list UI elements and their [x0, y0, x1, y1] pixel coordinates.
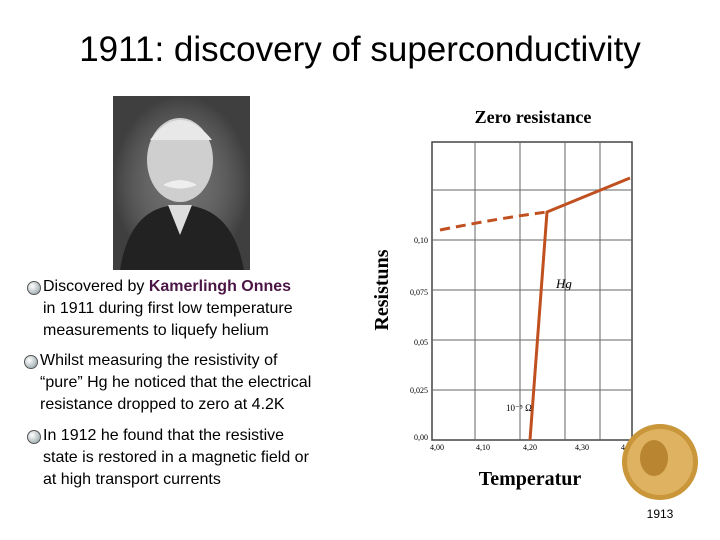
bullet-text: Discovered by [43, 278, 145, 295]
bullet-line: measurements to liquefy helium [43, 322, 269, 339]
highlight-name: Kamerlingh Onnes [148, 278, 292, 295]
bullet-line: at high transport currents [43, 471, 221, 488]
bullet-icon [27, 281, 41, 295]
y-tick-label: 0,05 [414, 338, 428, 347]
bullet-line: state is restored in a magnetic field or [43, 449, 309, 466]
y-tick-label: 0,025 [410, 386, 428, 395]
portrait [113, 96, 250, 270]
x-tick-label: 4,20 [523, 443, 537, 452]
bullet-line: In 1912 he found that the resistive [43, 427, 285, 444]
plot: Zero resistance Resistuns Temperatur Hg … [371, 107, 635, 490]
medal-year: 1913 [647, 507, 674, 521]
y-tick-label: 0,10 [414, 236, 428, 245]
bullet-line: resistance dropped to zero at 4.2K [40, 396, 285, 413]
x-tick-label: 4,00 [430, 443, 444, 452]
bullet-line: Discovered by Kamerlingh Onnes [43, 276, 291, 298]
bullet-line: in 1911 during first low temperature [43, 300, 293, 317]
x-label: Temperatur [479, 468, 582, 490]
bullet-icon [27, 430, 41, 444]
bullet-line: Whilst measuring the resistivity of [40, 352, 278, 369]
y-tick-label: 0,00 [414, 433, 428, 442]
x-tick-label: 4,10 [476, 443, 490, 452]
y-label: Resistuns [371, 249, 393, 330]
element-label: Hg [555, 276, 572, 291]
plot-title: Zero resistance [475, 107, 592, 127]
y-tick-label: 0,075 [410, 288, 428, 297]
x-tick-label: 4,30 [575, 443, 589, 452]
floor-label: 10⁻⁵ Ω [506, 403, 532, 413]
slide-title: 1911: discovery of superconductivity [79, 30, 641, 69]
bullet-line: “pure” Hg he noticed that the electrical [40, 374, 312, 391]
bullet-icon [24, 355, 38, 369]
nobel-medal [622, 424, 698, 500]
